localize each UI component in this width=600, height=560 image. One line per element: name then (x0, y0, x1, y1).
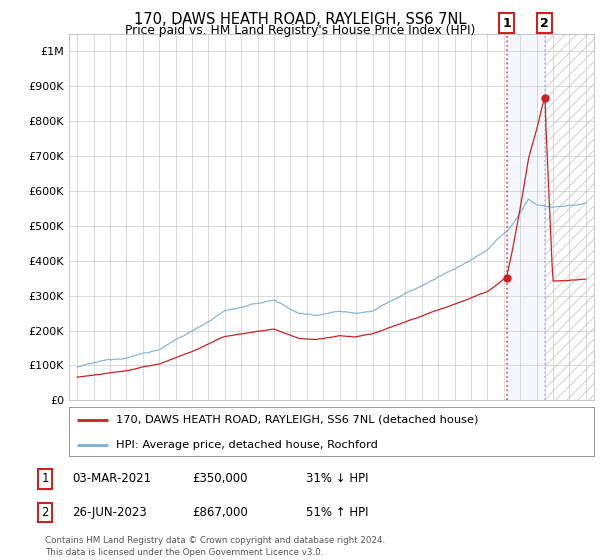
Text: 31% ↓ HPI: 31% ↓ HPI (306, 472, 368, 486)
Text: 170, DAWS HEATH ROAD, RAYLEIGH, SS6 7NL (detached house): 170, DAWS HEATH ROAD, RAYLEIGH, SS6 7NL … (116, 415, 479, 425)
Text: 26-JUN-2023: 26-JUN-2023 (72, 506, 147, 519)
Text: Price paid vs. HM Land Registry's House Price Index (HPI): Price paid vs. HM Land Registry's House … (125, 24, 475, 36)
Text: Contains HM Land Registry data © Crown copyright and database right 2024.
This d: Contains HM Land Registry data © Crown c… (45, 536, 385, 557)
Text: £867,000: £867,000 (192, 506, 248, 519)
Text: 1: 1 (41, 472, 49, 486)
Text: HPI: Average price, detached house, Rochford: HPI: Average price, detached house, Roch… (116, 440, 378, 450)
Text: 03-MAR-2021: 03-MAR-2021 (72, 472, 151, 486)
Text: 170, DAWS HEATH ROAD, RAYLEIGH, SS6 7NL: 170, DAWS HEATH ROAD, RAYLEIGH, SS6 7NL (134, 12, 466, 27)
Text: 1: 1 (502, 17, 511, 30)
Text: £350,000: £350,000 (192, 472, 248, 486)
Text: 51% ↑ HPI: 51% ↑ HPI (306, 506, 368, 519)
Bar (506, 34, 545, 400)
Text: 2: 2 (41, 506, 49, 519)
Text: 2: 2 (540, 17, 549, 30)
